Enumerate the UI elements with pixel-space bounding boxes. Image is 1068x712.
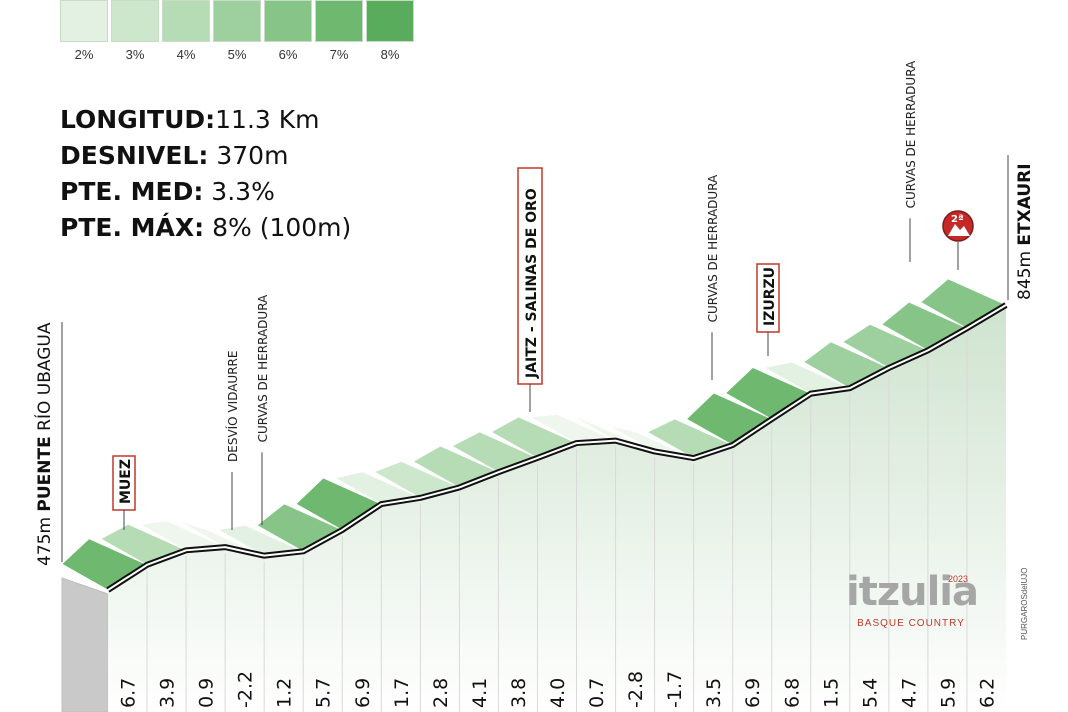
itzulia-logo: itzulia 2023 BASQUE COUNTRY xyxy=(846,569,979,629)
gradient-value-label: 0.7 xyxy=(586,678,608,708)
credit-text: PURGAROSdelUJO xyxy=(1020,567,1029,640)
legend-swatch xyxy=(315,0,363,42)
legend-swatch xyxy=(111,0,159,42)
gradient-value-label: 4.0 xyxy=(547,678,569,708)
gradient-value-label: 3.9 xyxy=(157,678,179,708)
legend-label: 5% xyxy=(227,47,247,62)
legend-swatch xyxy=(213,0,261,42)
stat-max-gradient: PTE. MÁX: 8% (100m) xyxy=(60,213,352,242)
gradient-value-label: 4.1 xyxy=(469,678,491,708)
finish-label: 845m ETXAURI xyxy=(1015,163,1035,300)
note-label: CURVAS DE HERRADURA xyxy=(904,60,918,208)
climb-stats: LONGITUD:11.3 Km DESNIVEL: 370m PTE. MED… xyxy=(60,102,351,246)
road-line-inner xyxy=(107,304,1007,591)
note-label: CURVAS DE HERRADURA xyxy=(706,174,720,322)
gradient-value-label: -2.8 xyxy=(625,671,647,708)
place-label: JAITZ - SALINAS DE ORO xyxy=(524,188,540,379)
gradient-value-label: 5.4 xyxy=(859,678,881,708)
brand-year: 2023 xyxy=(947,574,968,584)
brand-region: BASQUE COUNTRY xyxy=(857,618,965,629)
gradient-value-label: 6.9 xyxy=(352,678,374,708)
stat-avg-gradient: PTE. MED: 3.3% xyxy=(60,177,275,206)
stat-gain: DESNIVEL: 370m xyxy=(60,141,289,170)
gradient-value-label: 6.8 xyxy=(781,678,803,708)
gradient-value-label: 6.7 xyxy=(118,678,140,708)
gradient-value-label: 3.8 xyxy=(508,678,530,708)
stat-length: LONGITUD:11.3 Km xyxy=(60,105,320,134)
category-text: 2ª xyxy=(951,214,964,225)
gradient-value-label: 6.2 xyxy=(976,678,998,708)
gradient-value-label: 1.2 xyxy=(274,678,296,708)
profile-side-face xyxy=(61,577,109,712)
gradient-value-label: 1.5 xyxy=(820,678,842,708)
gradient-value-label: -2.2 xyxy=(235,671,257,708)
gradient-value-label: -1.7 xyxy=(664,671,686,708)
place-label: IZURZU xyxy=(762,267,778,326)
mountain-icon xyxy=(948,224,970,236)
gradient-value-label: 0.9 xyxy=(196,678,218,708)
note-label: DESVÍO VIDAURRE xyxy=(225,351,240,462)
gradient-value-label: 2.8 xyxy=(430,678,452,708)
place-label: MUEZ xyxy=(118,459,134,504)
legend-swatch xyxy=(264,0,312,42)
gradient-value-label: 5.9 xyxy=(937,678,959,708)
legend-label: 8% xyxy=(380,47,400,62)
legend-label: 3% xyxy=(125,47,145,62)
legend-label: 4% xyxy=(176,47,196,62)
gradient-value-label: 5.7 xyxy=(313,678,335,708)
gradient-legend xyxy=(60,0,414,42)
legend-swatch xyxy=(60,0,108,42)
gradient-value-label: 3.5 xyxy=(703,678,725,708)
legend-label: 6% xyxy=(278,47,298,62)
legend-label: 7% xyxy=(329,47,349,62)
brand-name: itzulia xyxy=(846,569,979,615)
legend-labels: 2% 3% 4% 5% 6% 7% 8% xyxy=(60,47,414,62)
legend-label: 2% xyxy=(74,47,94,62)
start-label: 475m PUENTE RÍO UBAGUA xyxy=(33,322,55,566)
profile-front-wall xyxy=(108,305,1006,712)
gradient-value-label: 4.7 xyxy=(898,678,920,708)
note-label: CURVAS DE HERRADURA xyxy=(256,294,270,442)
legend-swatch xyxy=(162,0,210,42)
gradient-value-label: 6.9 xyxy=(742,678,764,708)
gradient-value-label: 1.7 xyxy=(391,678,413,708)
legend-swatch xyxy=(366,0,414,42)
